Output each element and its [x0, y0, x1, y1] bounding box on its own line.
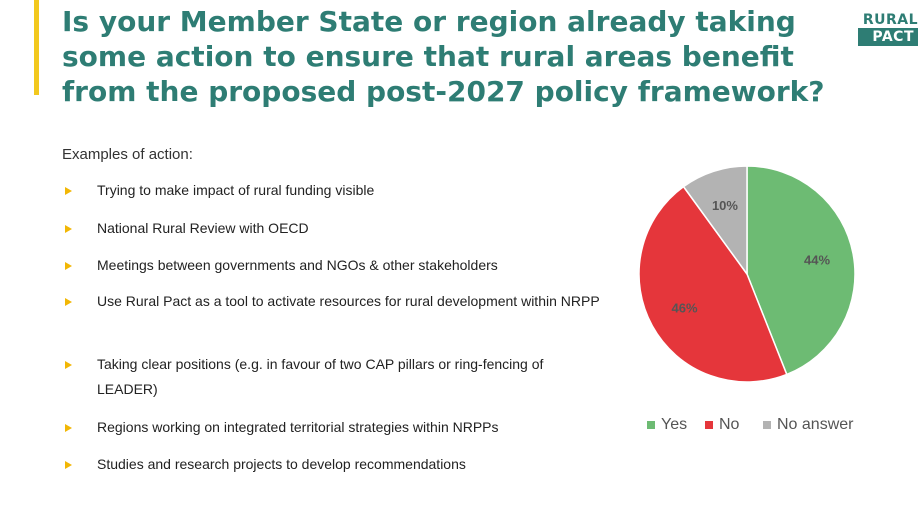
action-item-text: Trying to make impact of rural funding v… — [97, 182, 375, 198]
bullet-arrow-icon — [65, 424, 72, 432]
bullet-arrow-icon — [65, 187, 72, 195]
legend-label: Yes — [661, 416, 687, 433]
pie-data-label: 46% — [672, 300, 698, 315]
pie-data-label: 44% — [804, 253, 830, 268]
legend-swatch — [763, 421, 771, 429]
examples-heading: Examples of action: — [62, 146, 193, 163]
action-item-text: Studies and research projects to develop… — [97, 456, 466, 472]
pie-slice-no-answer — [682, 165, 748, 277]
legend-swatch — [647, 421, 655, 429]
slide-title: Is your Member State or region already t… — [62, 4, 825, 109]
action-item-6: Regions working on integrated territoria… — [62, 415, 602, 440]
action-item-7: Studies and research projects to develop… — [62, 452, 602, 477]
action-item-1: Trying to make impact of rural funding v… — [62, 178, 602, 203]
pie-slice-yes — [746, 165, 856, 376]
legend-swatch — [705, 421, 713, 429]
bullet-arrow-icon — [65, 361, 72, 369]
pie-slice-no — [638, 185, 788, 383]
logo-line-1: RURAL — [862, 12, 918, 28]
action-item-3: Meetings between governments and NGOs & … — [62, 253, 602, 278]
action-item-text: National Rural Review with OECD — [97, 220, 309, 236]
action-item-2: National Rural Review with OECD — [62, 216, 602, 241]
action-item-text: Taking clear positions (e.g. in favour o… — [97, 356, 544, 397]
pie-data-label: 10% — [712, 198, 738, 213]
legend-label: No — [719, 416, 740, 433]
action-item-text: Use Rural Pact as a tool to activate res… — [97, 293, 600, 309]
legend-label: No answer — [777, 416, 854, 433]
action-item-5: Taking clear positions (e.g. in favour o… — [62, 352, 602, 402]
title-line-1: Is your Member State or region already t… — [62, 5, 796, 38]
action-item-text: Meetings between governments and NGOs & … — [97, 257, 498, 273]
title-line-2: some action to ensure that rural areas b… — [62, 40, 794, 73]
bullet-arrow-icon — [65, 298, 72, 306]
bullet-arrow-icon — [65, 262, 72, 270]
logo-line-2: PACT — [858, 28, 918, 46]
action-item-text: Regions working on integrated territoria… — [97, 419, 499, 435]
bullet-arrow-icon — [65, 225, 72, 233]
action-item-4: Use Rural Pact as a tool to activate res… — [62, 289, 602, 314]
title-line-3: from the proposed post-2027 policy frame… — [62, 75, 825, 108]
bullet-arrow-icon — [65, 461, 72, 469]
title-accent-bar — [34, 0, 39, 95]
response-pie-chart: 44% 46% 10% Yes No No answer — [638, 165, 856, 433]
rural-pact-logo: RURAL PACT — [848, 12, 918, 46]
